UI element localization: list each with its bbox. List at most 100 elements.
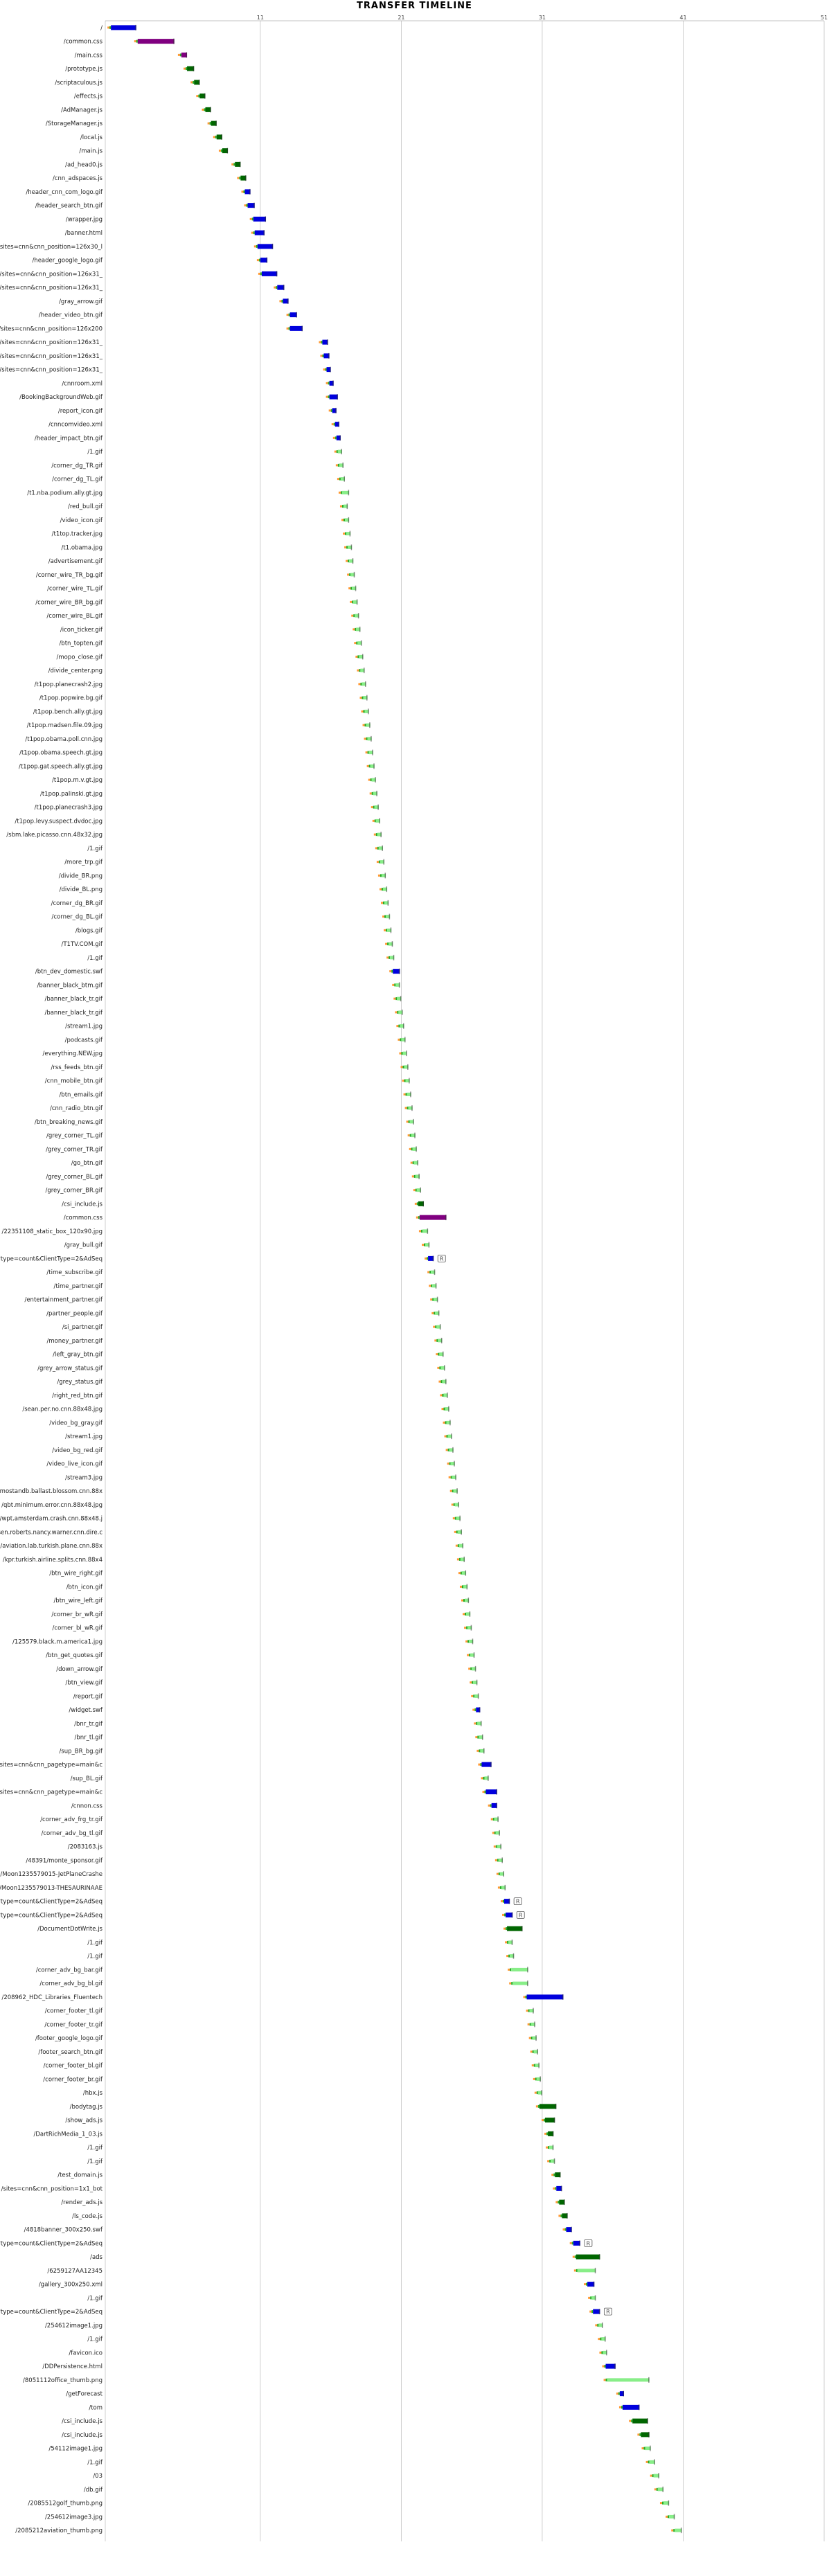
- row-label: /scriptaculous.js: [55, 80, 102, 87]
- dns-segment: [542, 2119, 544, 2122]
- bar-end-marker: [499, 1830, 500, 1836]
- dns-segment: [326, 395, 328, 398]
- dns-segment: [354, 642, 357, 645]
- bar-end-marker: [594, 2267, 596, 2273]
- connect-segment: [220, 149, 222, 152]
- bar-end-marker: [249, 188, 251, 195]
- row-label: /DartRichMedia_1_03.js: [33, 2131, 102, 2138]
- connect-segment: [498, 1872, 500, 1876]
- connect-segment: [363, 710, 365, 713]
- transfer-bar: [591, 2296, 596, 2300]
- transfer-bar: [440, 1366, 445, 1370]
- dns-segment: [494, 1859, 497, 1861]
- dns-segment: [331, 423, 334, 426]
- dns-segment: [490, 1818, 493, 1821]
- dns-segment: [207, 122, 210, 125]
- dns-segment: [407, 1134, 410, 1137]
- transfer-bar: [449, 1448, 454, 1452]
- connect-segment: [391, 969, 393, 973]
- bar-end-marker: [245, 175, 247, 181]
- connect-segment: [484, 1790, 486, 1794]
- connect-segment: [404, 1079, 406, 1082]
- bar-end-marker: [377, 804, 379, 810]
- connect-segment: [339, 477, 341, 481]
- bar-end-marker: [648, 2431, 650, 2438]
- row-label: /2085512golf_thumb.png: [28, 2501, 102, 2507]
- transfer-bar: [382, 887, 388, 891]
- bar-end-marker: [407, 1064, 409, 1070]
- connect-segment: [535, 2077, 537, 2081]
- row-label: /stream3.jpg: [65, 1474, 102, 1481]
- transfer-bar: [555, 2172, 561, 2178]
- transfer-bar: [653, 2474, 659, 2478]
- bar-end-marker: [497, 1816, 499, 1823]
- connect-segment: [483, 1776, 485, 1780]
- bar-end-marker: [440, 1337, 443, 1343]
- dns-segment: [437, 1366, 440, 1369]
- bar-end-marker: [328, 352, 330, 359]
- bar-end-marker: [335, 407, 337, 413]
- connect-segment: [333, 422, 335, 426]
- dns-segment: [534, 2091, 537, 2094]
- dns-segment: [589, 2310, 592, 2313]
- row-label: /gallery_300x250.xml: [39, 2282, 102, 2289]
- row-label: /corner_footer_br.gif: [43, 2076, 103, 2083]
- transfer-bar: [439, 1352, 444, 1357]
- connect-segment: [378, 860, 380, 864]
- connect-segment: [506, 1927, 508, 1931]
- redirect-icon: [516, 1911, 525, 1919]
- bar-end-marker: [488, 1775, 489, 1781]
- transfer-bar: [457, 1530, 462, 1534]
- row-label: /T1TV.COM.gif: [62, 941, 103, 948]
- dns-segment: [377, 874, 380, 877]
- transfer-bar: [357, 641, 362, 645]
- transfer-bar: [598, 2323, 603, 2327]
- bar-end-marker: [402, 1023, 404, 1029]
- row-label: /sean.per.no.cnn.88x48.jpg: [22, 1406, 102, 1413]
- connect-segment: [349, 573, 351, 576]
- dns-segment: [478, 1763, 481, 1766]
- dns-segment: [558, 2215, 561, 2217]
- dns-segment: [641, 2447, 644, 2450]
- dns-segment: [357, 669, 359, 672]
- connect-segment: [355, 627, 357, 631]
- transfer-bar: [545, 2118, 555, 2123]
- dns-segment: [202, 108, 204, 111]
- connect-segment: [328, 382, 330, 385]
- bar-end-marker: [186, 52, 188, 58]
- row-label: /sites=cnn&cnn_position=126x200: [0, 325, 102, 332]
- transfer-bar: [573, 2240, 580, 2246]
- bar-end-marker: [418, 1173, 420, 1179]
- connect-segment: [544, 2118, 546, 2122]
- transfer-bar: [257, 244, 274, 249]
- bar-end-marker: [265, 216, 267, 222]
- connect-segment: [504, 1913, 506, 1917]
- transfer-bar: [359, 654, 364, 659]
- bar-end-marker: [483, 1748, 485, 1754]
- dns-segment: [551, 2174, 554, 2176]
- transfer-bar: [419, 1215, 447, 1220]
- row-label: /grey_corner_BL.gif: [46, 1174, 103, 1181]
- bar-end-marker: [472, 1638, 474, 1645]
- connect-segment: [209, 122, 211, 125]
- dns-segment: [488, 1804, 490, 1807]
- bar-end-marker: [466, 1584, 468, 1590]
- bar-end-marker: [496, 1803, 497, 1809]
- dns-segment: [335, 464, 338, 467]
- dns-segment: [402, 1080, 404, 1082]
- dns-segment: [286, 314, 289, 316]
- dns-segment: [650, 2474, 652, 2477]
- bar-end-marker: [342, 462, 344, 468]
- dns-segment: [430, 1298, 433, 1301]
- transfer-bar: [373, 791, 377, 796]
- row-label: /sites=cnn&cnn_position=1x1_bot: [1, 2185, 103, 2192]
- connect-segment: [590, 2296, 592, 2300]
- dns-segment: [134, 40, 136, 43]
- row-label: /1.gif: [87, 2459, 103, 2466]
- row-label: /divide_BL.png: [60, 886, 102, 893]
- transfer-bar: [438, 1339, 443, 1343]
- transfer-bar: [244, 189, 251, 195]
- connect-segment: [246, 204, 248, 207]
- connect-segment: [359, 669, 361, 672]
- transfer-bar: [368, 751, 373, 755]
